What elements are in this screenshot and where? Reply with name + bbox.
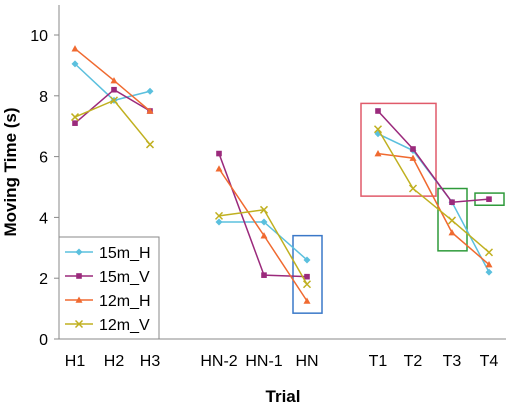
data-point: [215, 165, 223, 172]
data-point: [215, 218, 223, 226]
data-point: [260, 232, 268, 239]
series-line: [377, 133, 490, 273]
data-point: [110, 77, 118, 84]
series-12m-h: [71, 45, 493, 304]
data-point: [260, 218, 268, 226]
data-point: [76, 273, 82, 279]
data-point: [304, 273, 310, 280]
series-15m-v: [72, 86, 492, 280]
x-tick-label: T3: [443, 353, 462, 370]
y-axis-title: Moving Time (s): [1, 107, 20, 236]
highlight-box: [437, 187, 468, 252]
x-tick-label: T1: [369, 353, 388, 370]
legend-item: 12m_H: [65, 293, 151, 310]
series-12m-v: [70, 96, 494, 289]
series-line: [377, 128, 490, 253]
data-point: [303, 256, 311, 264]
legend-label: 12m_H: [99, 293, 151, 310]
legend-item: 15m_V: [65, 269, 150, 286]
data-point: [410, 146, 416, 152]
x-tick-label: HN: [295, 353, 318, 370]
data-point: [448, 229, 456, 236]
series-line: [377, 110, 490, 203]
data-point: [146, 87, 154, 95]
data-point: [214, 211, 224, 220]
data-point: [259, 205, 269, 214]
data-point: [216, 150, 222, 157]
highlight-box: [360, 102, 437, 197]
x-tick-label: H1: [65, 353, 86, 370]
legend-label: 15m_V: [99, 269, 150, 286]
x-axis-title: Trial: [266, 387, 301, 406]
data-point: [409, 154, 417, 161]
legend-box: [58, 236, 160, 340]
data-point: [145, 140, 155, 149]
data-point: [109, 96, 119, 105]
y-tick-label: 8: [39, 89, 48, 106]
legend-item: 15m_H: [65, 245, 151, 262]
data-point: [71, 60, 79, 68]
data-point: [484, 248, 494, 257]
x-tick-label: HN-2: [200, 353, 237, 370]
series-line: [377, 152, 490, 266]
legend-item: 12m_V: [65, 317, 150, 334]
data-point: [72, 120, 78, 126]
highlight-box: [474, 192, 505, 206]
data-point: [485, 261, 493, 268]
data-point: [486, 196, 492, 202]
data-point: [408, 184, 418, 193]
series-line: [219, 221, 308, 261]
legend: 15m_H 15m_V 12m_H 12m_V: [58, 236, 160, 340]
data-point: [111, 86, 117, 93]
data-point: [374, 150, 382, 157]
x-tick-label: HN-1: [245, 353, 282, 370]
data-point: [71, 45, 79, 52]
y-tick-label: 4: [39, 210, 48, 227]
series-layer: [70, 45, 494, 304]
data-point: [74, 319, 84, 329]
data-point: [447, 216, 457, 225]
data-point: [485, 268, 493, 276]
highlight-box: [292, 234, 323, 314]
highlight-boxes: [292, 102, 505, 314]
legend-label: 12m_V: [99, 317, 150, 334]
x-tick-label: T2: [404, 353, 423, 370]
series-line: [74, 99, 151, 145]
data-point: [449, 199, 455, 205]
x-tick-label: H2: [104, 353, 125, 370]
data-point: [261, 272, 267, 278]
data-point: [303, 297, 311, 304]
data-point: [75, 248, 83, 256]
y-tick-label: 0: [39, 332, 48, 349]
data-point: [302, 280, 312, 289]
y-tick-label: 10: [30, 28, 48, 45]
data-point: [146, 107, 154, 114]
data-point: [70, 113, 80, 122]
x-tick-label: H3: [140, 353, 161, 370]
y-tick-label: 2: [39, 271, 48, 288]
y-tick-label: 6: [39, 150, 48, 167]
legend-label: 15m_H: [99, 245, 151, 262]
data-point: [75, 296, 83, 303]
y-ticks: 0 2 4 6 8 10: [30, 28, 59, 349]
x-tick-label: T4: [480, 353, 499, 370]
data-point: [375, 108, 381, 114]
x-ticks: H1 H2 H3 HN-2 HN-1 HN T1 T2 T3 T4: [65, 353, 499, 370]
data-point: [373, 125, 383, 134]
series-line: [218, 153, 308, 278]
